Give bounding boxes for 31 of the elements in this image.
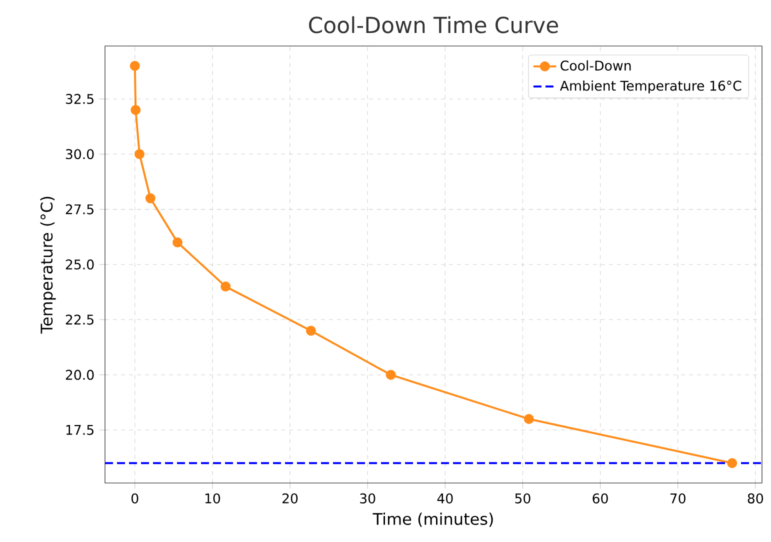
point — [130, 60, 140, 71]
y-tick-label: 22.5 — [66, 314, 94, 325]
point — [727, 458, 738, 468]
x-tick-label: 10 — [205, 493, 220, 504]
y-axis-title: Temperature (°C) — [40, 196, 56, 334]
legend-label: Ambient Temperature 16°C — [560, 80, 742, 94]
point — [145, 193, 156, 204]
point — [134, 149, 145, 160]
point — [172, 237, 183, 248]
y-tick-label: 32.5 — [66, 94, 94, 104]
x-tick-label: 0 — [132, 493, 138, 504]
x-axis-title: Time (minutes) — [372, 512, 493, 527]
x-tick-label: 70 — [670, 493, 686, 504]
y-tick-label: 30.0 — [66, 149, 94, 160]
point — [220, 282, 231, 292]
x-tick-label: 50 — [515, 493, 530, 504]
legend-label: Cool-Down — [560, 60, 631, 71]
point — [386, 370, 396, 380]
x-tick-label: 20 — [282, 493, 298, 504]
x-tick-label: 30 — [360, 493, 376, 504]
point — [306, 326, 316, 336]
x-tick-label: 60 — [592, 493, 608, 504]
point — [524, 414, 534, 424]
chart-title: Cool-Down Time Curve — [309, 16, 558, 34]
x-tick-label: 80 — [748, 493, 764, 504]
x-tick-label: 40 — [437, 493, 453, 504]
y-tick-label: 25.0 — [66, 259, 94, 270]
point — [130, 104, 141, 115]
y-tick-label: 17.5 — [66, 425, 94, 435]
y-tick-label: 20.0 — [66, 370, 94, 380]
y-tick-label: 27.5 — [66, 204, 94, 214]
